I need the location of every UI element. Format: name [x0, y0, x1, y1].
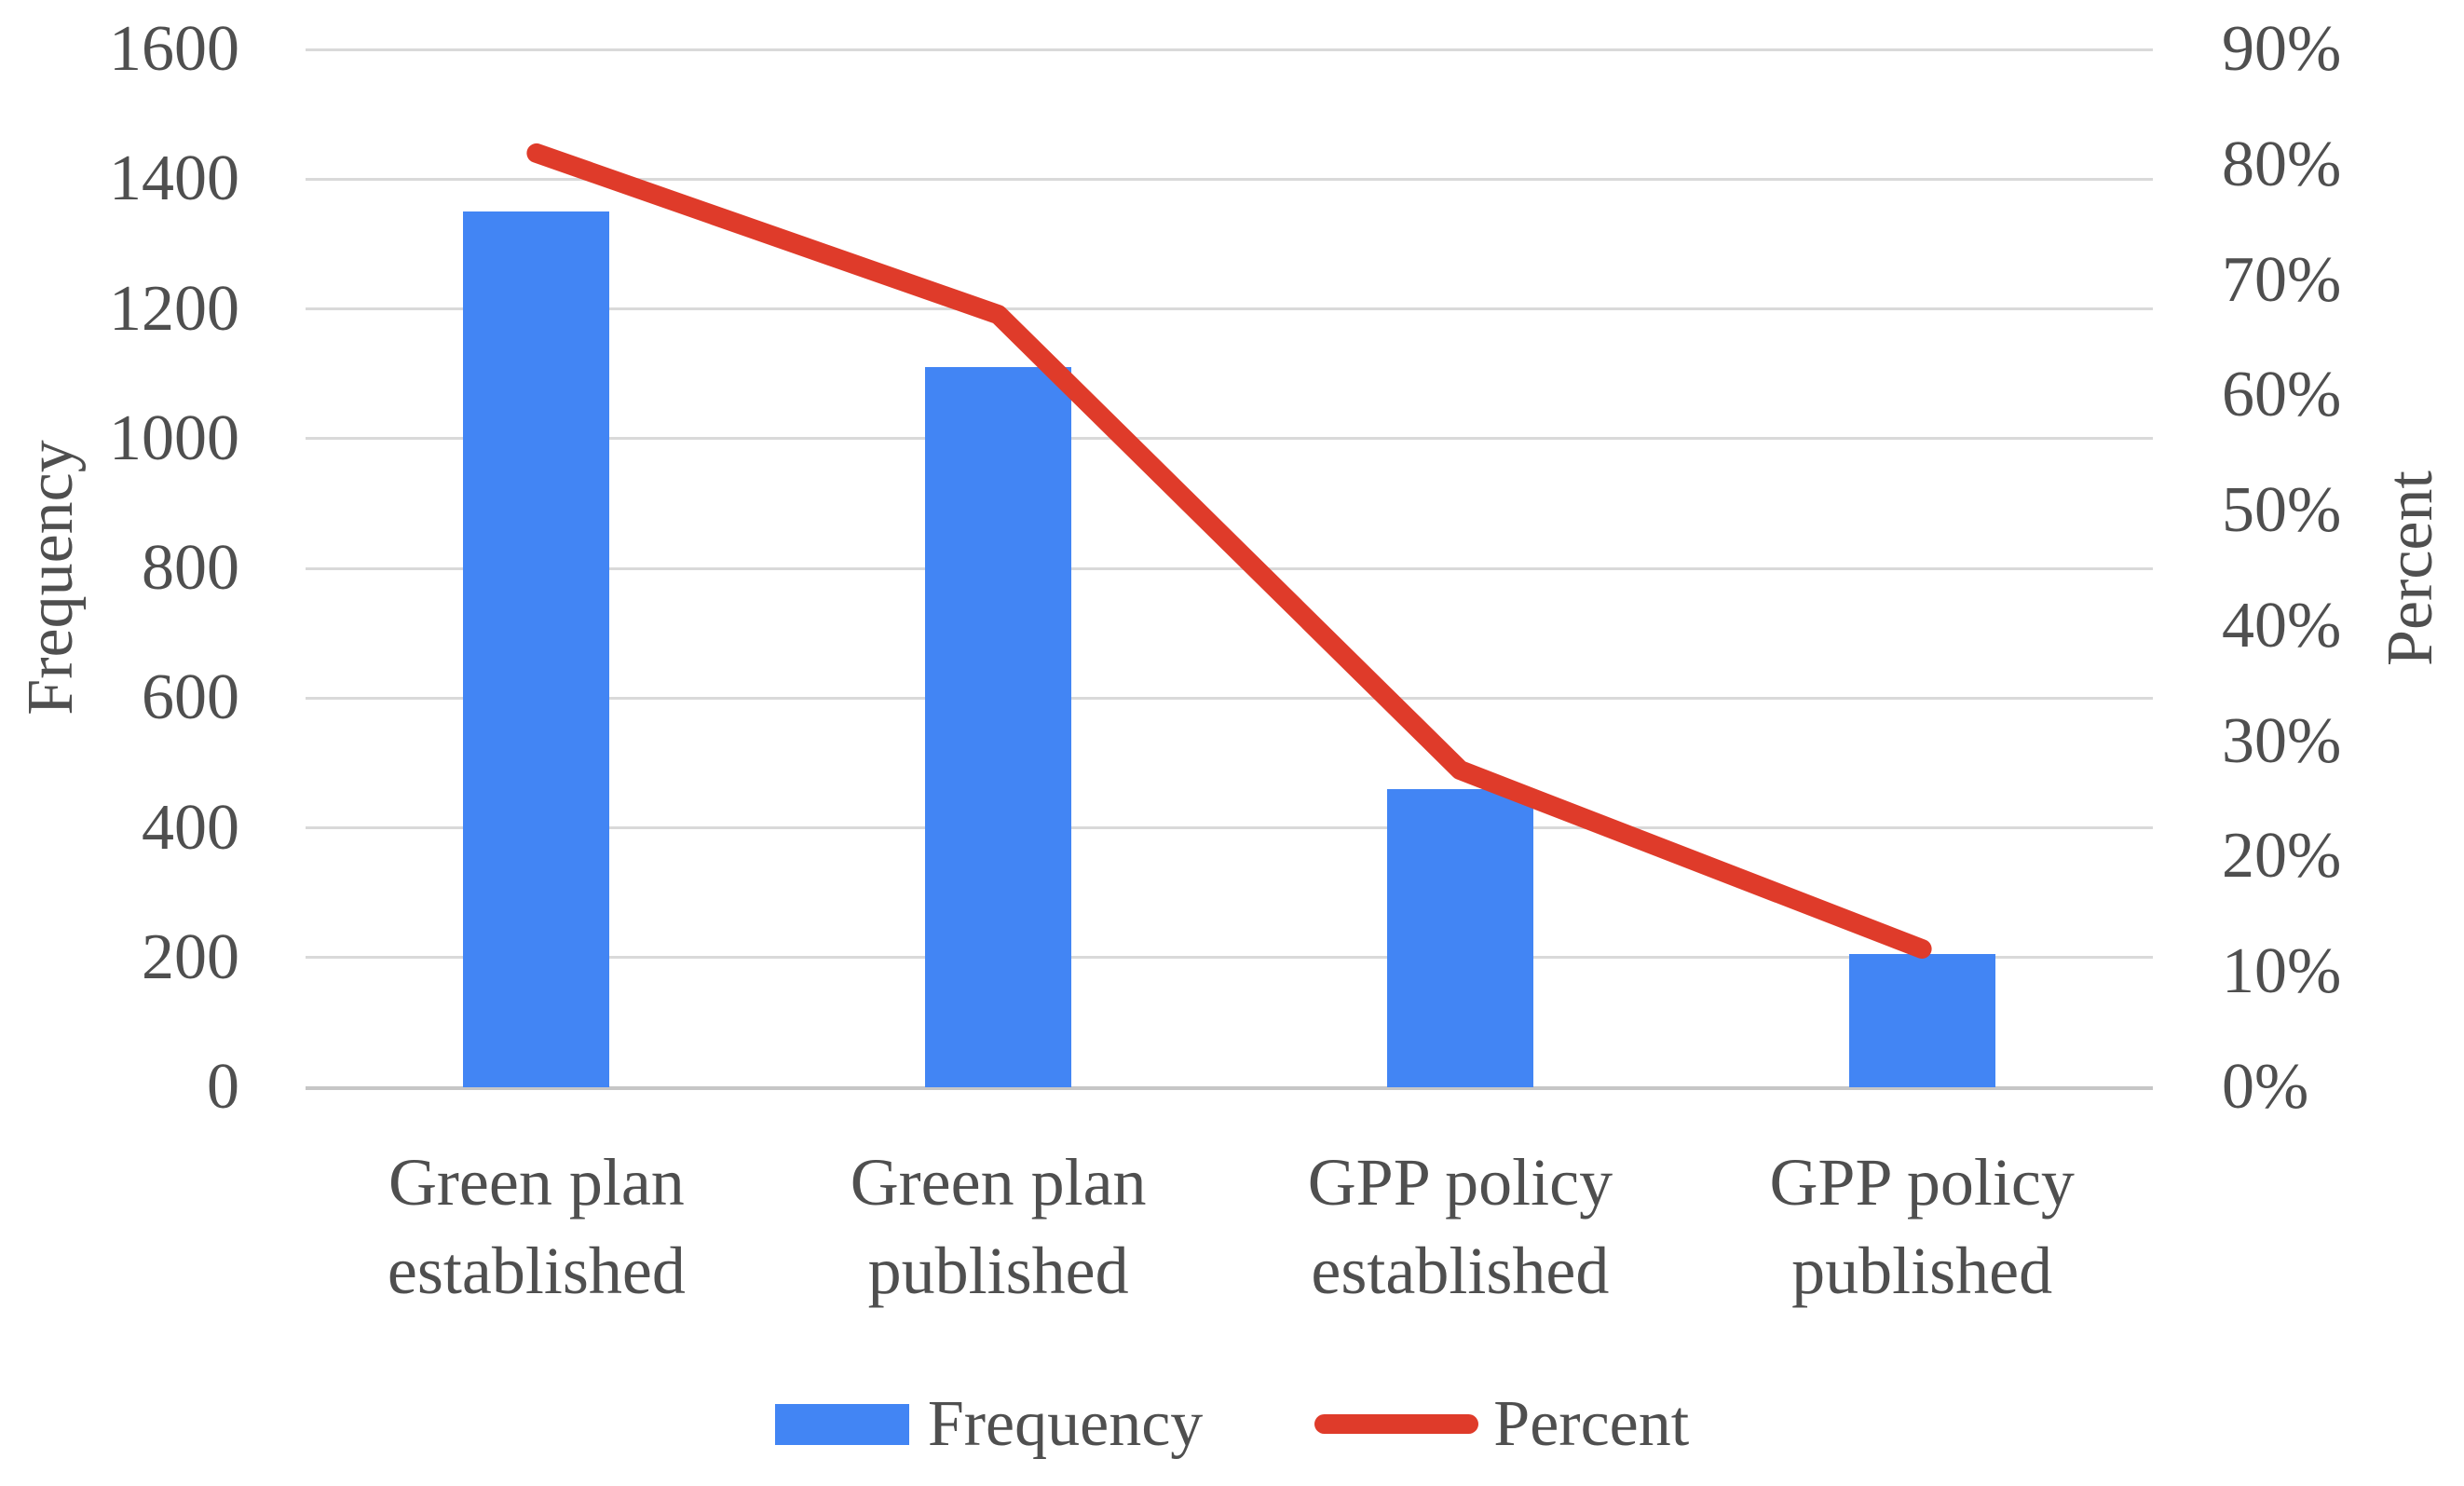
- frequency-bar: [925, 367, 1072, 1087]
- gridline: [306, 696, 2153, 700]
- category-label-line2: established: [387, 1234, 686, 1308]
- left-axis-ticks: 1600 1400 1200 1000 800 600 400 200 0: [0, 0, 239, 1486]
- category-label-line1: GPP policy: [1307, 1145, 1613, 1220]
- frequency-tick-label: 1000: [109, 402, 239, 474]
- right-axis-title: Percent: [2375, 470, 2446, 666]
- gridline: [306, 566, 2153, 570]
- percent-tick-label: 60%: [2222, 359, 2342, 431]
- category-label: GPP policy published: [1691, 1138, 2153, 1316]
- percent-tick-label: 80%: [2222, 128, 2342, 200]
- gridline: [306, 956, 2153, 960]
- frequency-bar: [1386, 788, 1533, 1087]
- percent-tick-label: 70%: [2222, 243, 2342, 316]
- percent-tick-label: 50%: [2222, 474, 2342, 547]
- legend: Frequency Percent: [0, 1362, 2464, 1486]
- percent-tick-label: 0%: [2222, 1051, 2309, 1123]
- gridline: [306, 48, 2153, 51]
- category-labels: Green plan established Green plan published…: [306, 1138, 2153, 1325]
- category-label: GPP policy established: [1229, 1138, 1691, 1316]
- legend-item-frequency: Frequency: [774, 1387, 1204, 1460]
- category-label-line1: Green plan: [388, 1145, 685, 1220]
- gridline: [306, 177, 2153, 181]
- percent-swatch-icon: [1314, 1414, 1479, 1434]
- category-label-line1: GPP policy: [1769, 1145, 2075, 1220]
- category-label-line1: Green plan: [850, 1145, 1147, 1220]
- frequency-tick-label: 400: [142, 791, 239, 864]
- gridline: [306, 1085, 2153, 1090]
- percent-tick-label: 20%: [2222, 820, 2342, 893]
- percent-line-path: [526, 143, 1932, 959]
- percent-tick-label: 90%: [2222, 13, 2342, 85]
- frequency-bar: [1848, 954, 1995, 1087]
- frequency-swatch-icon: [774, 1403, 909, 1445]
- frequency-tick-label: 1400: [109, 143, 239, 215]
- frequency-tick-label: 0: [207, 1051, 239, 1123]
- frequency-tick-label: 1200: [109, 272, 239, 345]
- gridline: [306, 307, 2153, 310]
- percent-tick-label: 40%: [2222, 589, 2342, 661]
- gridline: [306, 437, 2153, 441]
- gridline: [306, 826, 2153, 829]
- frequency-tick-label: 600: [142, 661, 239, 734]
- percent-tick-label: 10%: [2222, 935, 2342, 1008]
- frequency-tick-label: 200: [142, 920, 239, 993]
- category-label: Green plan published: [768, 1138, 1230, 1316]
- category-label: Green plan established: [306, 1138, 768, 1316]
- frequency-tick-label: 1600: [109, 13, 239, 85]
- right-axis-ticks: 90% 80% 70% 60% 50% 40% 30% 20% 10% 0%: [2222, 0, 2464, 1486]
- category-label-line2: established: [1311, 1234, 1610, 1308]
- legend-label-frequency: Frequency: [927, 1387, 1204, 1460]
- category-label-line2: published: [1791, 1234, 2053, 1308]
- category-label-line2: published: [867, 1234, 1129, 1308]
- legend-label-percent: Percent: [1493, 1387, 1690, 1460]
- legend-item-percent: Percent: [1314, 1387, 1690, 1460]
- percent-tick-label: 30%: [2222, 704, 2342, 777]
- percent-line: [526, 143, 1932, 959]
- left-axis-title: Frequency: [15, 440, 87, 716]
- frequency-bar: [463, 211, 610, 1087]
- frequency-tick-label: 800: [142, 532, 239, 604]
- plot-area: [306, 48, 2153, 1090]
